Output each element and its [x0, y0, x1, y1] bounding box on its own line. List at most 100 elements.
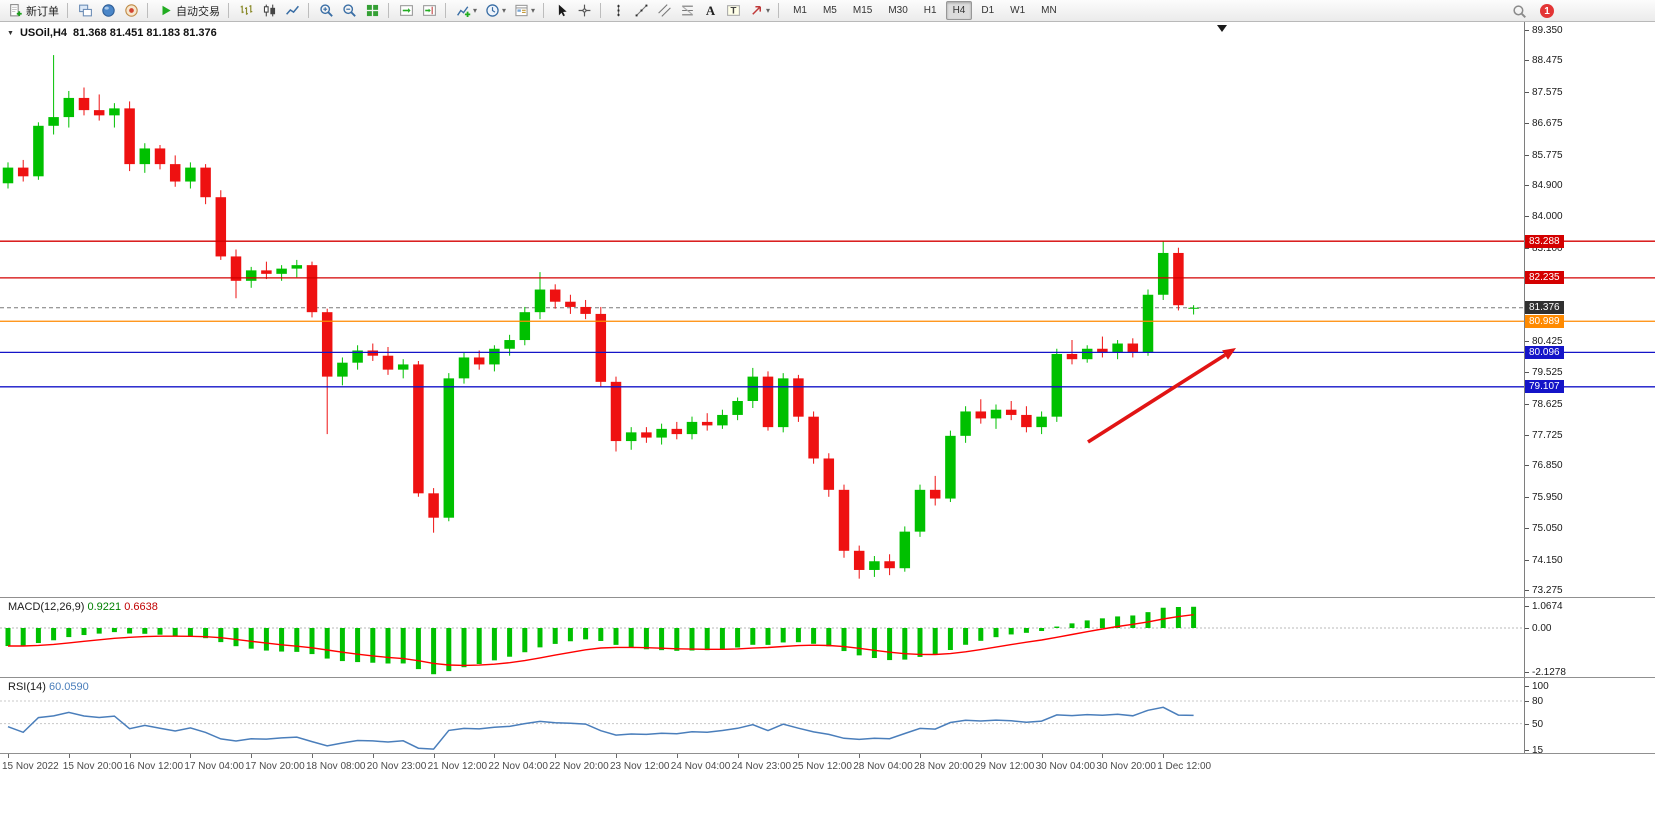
- profiles-icon: [101, 3, 116, 18]
- time-axis[interactable]: 15 Nov 2022 15 Nov 20:00 16 Nov 12:00 17 No…: [0, 754, 1655, 782]
- vertical-line-button[interactable]: [607, 0, 630, 22]
- time-axis-label: 30 Nov 20:00: [1096, 761, 1156, 772]
- dropdown-caret-icon: ▾: [502, 6, 507, 15]
- scale-tick: [1525, 434, 1529, 436]
- price-line-tag: 80.096: [1525, 345, 1564, 359]
- scale-tick: [1525, 216, 1529, 218]
- svg-text:A: A: [706, 4, 716, 18]
- periods-button[interactable]: ▾: [481, 0, 510, 22]
- time-axis-label: 23 Nov 12:00: [610, 761, 670, 772]
- scale-tick: [1525, 123, 1529, 125]
- scale-tick: [1525, 60, 1529, 62]
- notification-badge[interactable]: 1: [1540, 4, 1554, 18]
- price-scale-label: 80.425: [1532, 335, 1563, 347]
- price-scale[interactable]: 89.350 88.475 87.575 86.675 85.775 84.900 84.0…: [1524, 22, 1655, 756]
- scale-tick: [1525, 247, 1529, 249]
- macd-scale-label: 0.00: [1532, 623, 1552, 634]
- fibo-icon: [680, 3, 695, 18]
- time-tick: [190, 754, 192, 758]
- price-scale-label: 78.625: [1532, 398, 1563, 410]
- zoom-out-icon: [342, 3, 357, 18]
- time-axis-label: 20 Nov 23:00: [366, 761, 427, 772]
- time-tick: [1041, 754, 1043, 758]
- timeframe-button-m15[interactable]: M15: [852, 5, 873, 16]
- rsi-scale-label: 80: [1532, 696, 1544, 708]
- symbol-name: USOil,H4: [19, 27, 68, 39]
- fibonacci-button[interactable]: [676, 0, 699, 22]
- bar-chart-button[interactable]: [235, 0, 258, 22]
- cursor-button[interactable]: [550, 0, 573, 22]
- time-tick: [8, 754, 9, 758]
- dropdown-caret-icon: ▾: [531, 6, 536, 15]
- auto-scroll-button[interactable]: [395, 0, 418, 22]
- scale-tick: [1525, 686, 1529, 687]
- channel-button[interactable]: [653, 0, 676, 22]
- time-axis-label: 24 Nov 23:00: [731, 761, 792, 772]
- chart-shift-button[interactable]: [418, 0, 441, 22]
- timeframe-button-h4[interactable]: H4: [945, 1, 973, 20]
- horizontal-line-objects[interactable]: [0, 240, 1655, 388]
- time-tick: [616, 754, 617, 758]
- price-scale-label: 77.725: [1532, 429, 1563, 441]
- scale-tick: [1525, 701, 1529, 703]
- templates-button[interactable]: ▾: [510, 0, 539, 22]
- search-button[interactable]: [1508, 0, 1531, 22]
- tile-windows-button[interactable]: [361, 0, 384, 22]
- macd-panel-separator[interactable]: [0, 597, 1655, 598]
- time-axis-label: 18 Nov 08:00: [306, 761, 366, 772]
- charts-window-button[interactable]: [74, 0, 97, 22]
- crosshair-button[interactable]: [573, 0, 596, 22]
- trend-arrow-annotation[interactable]: [1087, 348, 1236, 444]
- macd-panel[interactable]: [0, 598, 1655, 677]
- arrow-tool-icon: [749, 3, 764, 18]
- macd-histogram: [5, 606, 1197, 675]
- toolbar-separator: [308, 3, 309, 18]
- timeframe-button-d1[interactable]: D1: [981, 5, 995, 16]
- auto-trading-button[interactable]: 自动交易: [154, 0, 224, 22]
- zoom-out-button[interactable]: [338, 0, 361, 22]
- alerts-button[interactable]: [120, 0, 143, 22]
- dropdown-caret-icon: ▾: [766, 6, 771, 15]
- timeframe-button-h1[interactable]: H1: [923, 5, 937, 16]
- scale-tick: [1525, 372, 1529, 374]
- candles-icon: [262, 3, 277, 18]
- price-scale-label: 89.350: [1532, 25, 1563, 36]
- new-order-button[interactable]: 新订单: [4, 0, 63, 22]
- price-line-tag: 79.107: [1525, 380, 1564, 394]
- timeframe-button-w1[interactable]: W1: [1010, 5, 1026, 16]
- timeframe-button-mn[interactable]: MN: [1041, 5, 1057, 16]
- price-scale-label: 86.675: [1532, 118, 1563, 130]
- line-chart-button[interactable]: [281, 0, 304, 22]
- indicators-button[interactable]: ▾: [452, 0, 481, 22]
- arrows-button[interactable]: ▾: [745, 0, 774, 22]
- zoom-in-button[interactable]: [315, 0, 338, 22]
- toolbar-group: A T ▾: [607, 0, 774, 22]
- timeframe-button-m5[interactable]: M5: [822, 5, 837, 16]
- price-scale-label: 79.525: [1532, 367, 1563, 379]
- rsi-scale-label: 50: [1532, 718, 1544, 730]
- timeframe-button-m1[interactable]: M1: [793, 5, 807, 16]
- macd-scale-label: 1.0674: [1532, 600, 1563, 612]
- scale-tick: [1525, 185, 1529, 187]
- candlestick-chart-button[interactable]: [258, 0, 281, 22]
- rsi-panel[interactable]: [0, 678, 1655, 753]
- text-button[interactable]: A: [699, 0, 722, 22]
- line-chart-icon: [285, 3, 300, 18]
- profiles-button[interactable]: [97, 0, 120, 22]
- rsi-panel-separator[interactable]: [0, 677, 1655, 678]
- time-tick: [1163, 754, 1165, 758]
- chart-shift-marker-icon[interactable]: [1217, 25, 1227, 32]
- scale-tick: [1525, 465, 1529, 467]
- trendline-button[interactable]: [630, 0, 653, 22]
- toolbar-group: [395, 0, 441, 22]
- macd-signal-value: 0.6638: [124, 601, 158, 613]
- timeframe-button-m30[interactable]: M30: [888, 5, 908, 16]
- label-button[interactable]: T: [722, 0, 745, 22]
- time-axis-label: 1 Dec 12:00: [1157, 761, 1212, 772]
- time-tick: [372, 754, 374, 758]
- toolbar-separator: [543, 3, 545, 18]
- price-chart[interactable]: [0, 22, 1655, 598]
- price-line-tag: 83.288: [1525, 234, 1564, 248]
- macd-label: MACD(12,26,9) 0.9221 0.6638: [8, 601, 158, 613]
